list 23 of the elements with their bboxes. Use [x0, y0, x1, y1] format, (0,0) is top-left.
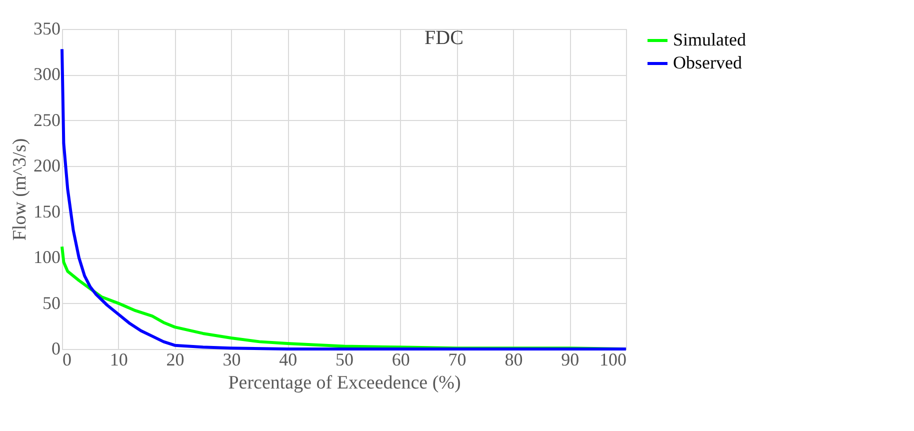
x-tick-label: 80 — [504, 350, 523, 370]
x-tick-label: 40 — [279, 350, 298, 370]
x-tick-label: 10 — [110, 350, 128, 370]
y-tick-label: 350 — [34, 18, 60, 38]
y-axis-title: Flow (m^3/s) — [10, 138, 30, 241]
y-tick-label: 200 — [34, 156, 60, 176]
y-tick-label: 150 — [34, 201, 60, 222]
x-tick-label: 70 — [448, 350, 466, 370]
y-tick-label: 250 — [34, 110, 60, 130]
y-tick-label: 100 — [34, 247, 60, 268]
legend-label: Simulated — [673, 30, 746, 50]
x-tick-label: 100 — [600, 350, 626, 370]
x-axis-title: Percentage of Exceedence (%) — [228, 372, 461, 394]
chart-title: FDC — [424, 27, 464, 49]
x-tick-label: 90 — [561, 350, 580, 370]
legend-label: Observed — [673, 52, 742, 72]
x-tick-label: 50 — [336, 350, 354, 370]
y-tick-label: 300 — [34, 64, 60, 84]
x-tick-label: 20 — [166, 350, 184, 370]
x-tick-label: 60 — [392, 350, 410, 370]
line-series — [60, 48, 628, 350]
x-tick-label: 30 — [222, 350, 241, 370]
y-tick-label: 50 — [42, 292, 60, 313]
